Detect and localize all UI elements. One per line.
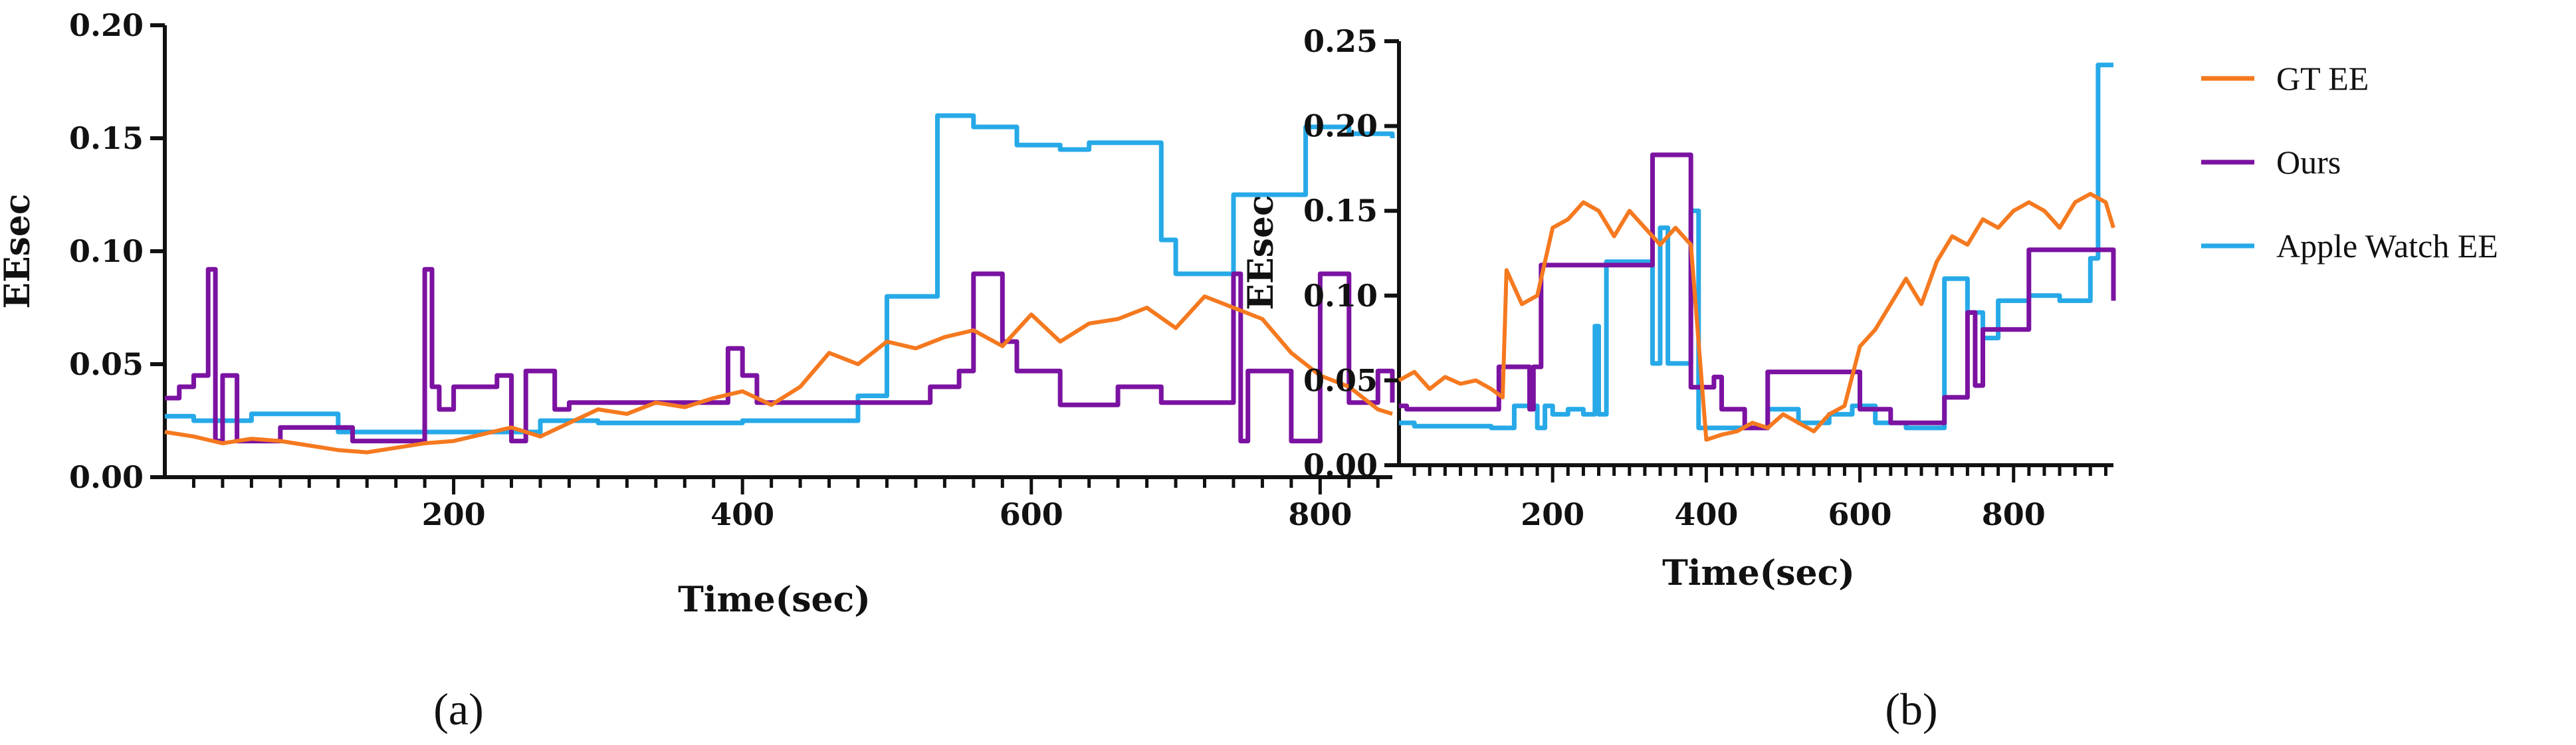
- x-tick-label: 800: [1982, 496, 2046, 532]
- legend-label-apple: Apple Watch EE: [2276, 227, 2498, 265]
- y-tick-label: 0.15: [69, 120, 144, 156]
- y-tick-label: 0.05: [1303, 362, 1378, 398]
- x-axis-title: Time(sec): [678, 580, 871, 620]
- y-tick-label: 0.00: [1303, 447, 1378, 483]
- x-tick-label: 800: [1288, 496, 1352, 532]
- y-tick-label: 0.20: [1303, 108, 1378, 144]
- series-line-gt-b: [1398, 191, 2115, 442]
- legend-label-gt: GT EE: [2276, 60, 2369, 97]
- y-tick-label: 0.25: [1303, 23, 1378, 59]
- y-tick-label: 0.10: [69, 233, 144, 269]
- y-axis-title: EEsec: [1241, 195, 1281, 310]
- x-tick-label: 600: [1000, 496, 1063, 532]
- series-line-ours-b: [1399, 152, 2116, 431]
- x-tick-label: 200: [1521, 496, 1584, 532]
- panel-label: (a): [433, 684, 483, 734]
- series-line-apple-b: [1399, 62, 2113, 431]
- chart-panel-a: 0.00 0.05 0.10 0.15 0.20 200 400 600 800 Time(sec…: [0, 7, 1395, 734]
- legend-label-ours: Ours: [2276, 144, 2341, 181]
- y-axis-title: EEsec: [0, 193, 38, 308]
- chart-panel-b: 0.00 0.05 0.10 0.15 0.20 0.25 200 400 600 800 Time…: [1241, 23, 2116, 734]
- y-tick-label: 0.10: [1303, 278, 1378, 314]
- x-axis-title: Time(sec): [1662, 553, 1855, 593]
- series-line-ours-a: [165, 266, 1395, 444]
- legend: GT EE Ours Apple Watch EE: [2201, 60, 2498, 265]
- y-tick-label: 0.15: [1303, 193, 1378, 229]
- panel-label: (b): [1885, 684, 1937, 734]
- y-tick-label: 0.20: [69, 7, 144, 43]
- series-line-gt-a: [164, 294, 1393, 455]
- y-tick-label: 0.00: [69, 459, 144, 495]
- x-tick-label: 600: [1828, 496, 1892, 532]
- series-line-apple-a: [165, 113, 1395, 435]
- x-tick-label: 200: [422, 496, 486, 532]
- y-tick-label: 0.05: [69, 346, 144, 382]
- x-tick-label: 400: [710, 496, 774, 532]
- x-tick-label: 400: [1674, 496, 1738, 532]
